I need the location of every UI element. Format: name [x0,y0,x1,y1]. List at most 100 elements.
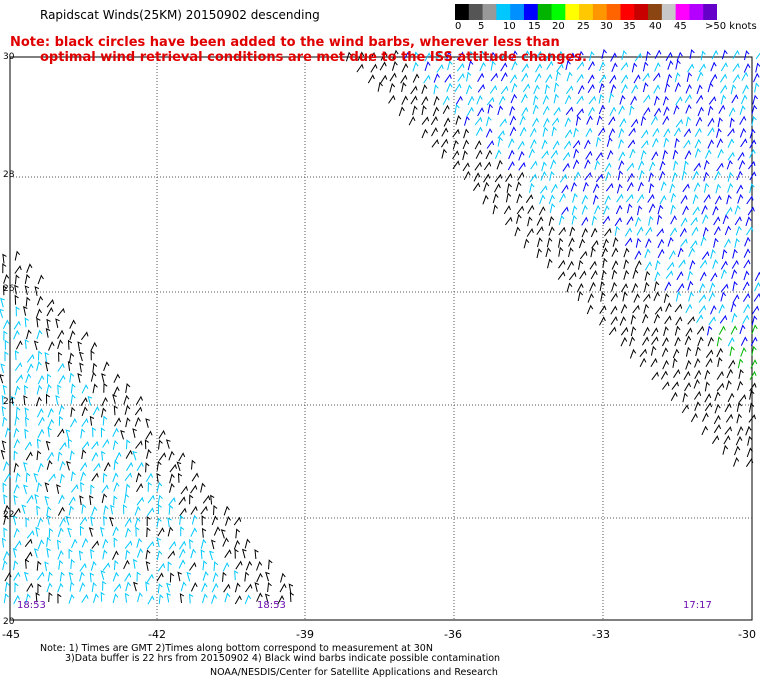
legend-label: 40 [649,21,662,32]
wind-barb [703,182,710,193]
wind-barb [707,105,714,116]
wind-barb [497,136,503,147]
wind-barb [134,416,141,427]
wind-barb [505,172,513,182]
wind-barb [562,151,571,161]
wind-barb [546,237,553,248]
wind-barb [25,472,31,483]
wind-barb [92,362,98,373]
wind-barb [753,292,760,302]
wind-barb [166,582,171,593]
wind-barb [509,126,517,136]
wind-barb [146,526,151,538]
wind-barb [753,72,760,83]
wind-barb [688,291,694,302]
wind-barb [14,385,21,396]
wind-barb [586,115,593,125]
wind-barb [661,337,669,347]
wind-barb [125,382,131,393]
wind-barb [478,50,486,61]
wind-barb [748,402,755,413]
wind-barb [4,351,9,362]
wind-barb [90,484,95,495]
wind-barb [1,395,6,405]
wind-barb [744,236,751,247]
wind-barb [689,259,696,270]
wind-barb [180,485,188,495]
wind-barb [25,551,33,561]
wind-barb [685,303,693,314]
wind-barb [576,73,584,83]
wind-barb [55,318,60,329]
wind-barb [147,494,155,504]
wind-barb [89,572,95,583]
wind-barb [357,51,365,61]
wind-barb [749,370,757,381]
wind-barb [726,368,734,379]
wind-barb [581,227,588,238]
wind-barb [659,194,667,205]
wind-barb [431,127,438,137]
wind-barb [486,96,495,106]
wind-barb [549,203,556,214]
wind-barb [156,572,164,582]
wind-barb [670,391,678,401]
wind-barb [224,592,231,603]
wind-barb [177,472,183,483]
wind-barb [510,93,518,104]
wind-barb [558,226,566,236]
wind-barb [2,384,8,395]
wind-barb [44,361,50,372]
wind-barb [91,440,99,450]
wind-barb [36,560,42,571]
wind-barb [124,540,133,549]
wind-barb [606,149,614,160]
wind-barb [1,405,7,416]
wind-barb [595,173,604,183]
wind-barb [626,215,634,225]
wind-barb [614,225,620,236]
wind-barb [77,341,82,352]
wind-barb [256,561,263,571]
wind-barb [606,137,613,147]
wind-barb [595,151,603,161]
wind-barb [13,450,18,461]
wind-barb [189,494,194,505]
wind-barb [686,72,693,83]
wind-barb [377,81,383,92]
wind-barb [626,162,635,172]
wind-barb [603,205,610,215]
wind-barb [421,128,428,139]
wind-barb [122,504,128,515]
wind-barb [734,204,741,215]
wind-barb [68,548,73,559]
wind-barb [200,549,205,560]
wind-barb [487,103,493,114]
wind-barb [626,181,634,192]
wind-barb [695,116,703,127]
wind-barb [672,149,679,160]
wind-barb [722,214,729,225]
wind-barb [707,325,713,336]
wind-barb [156,472,161,483]
wind-barb [4,339,9,350]
wind-barb [136,547,144,558]
wind-barb [644,248,651,259]
wind-barb [749,183,755,194]
wind-barb [695,94,704,104]
wind-barb [36,438,42,449]
wind-barb [44,495,50,506]
wind-barb [288,583,294,594]
wind-barb [37,539,45,550]
wind-barb [583,139,591,149]
wind-barb [201,515,206,526]
wind-barb [668,250,676,260]
wind-barb [433,84,439,95]
wind-barb [79,525,84,536]
wind-barb [124,472,133,482]
wind-barb [713,216,721,226]
wind-barb [46,506,52,517]
wind-barb [440,138,449,148]
wind-barb [234,570,239,581]
legend-swatch [648,4,663,20]
